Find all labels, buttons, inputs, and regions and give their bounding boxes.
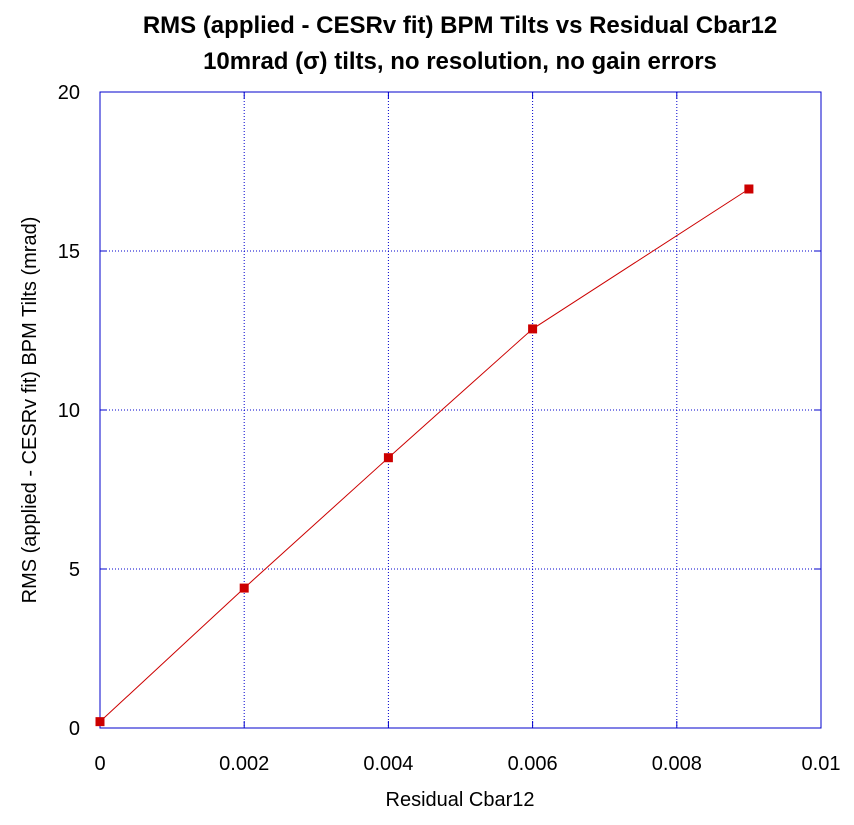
y-tick-label: 15 (58, 241, 80, 263)
x-tick-label: 0.002 (219, 753, 269, 775)
y-tick-label: 10 (58, 400, 80, 422)
data-point-marker (744, 184, 754, 194)
x-tick-label: 0.006 (508, 753, 558, 775)
series-line (99, 188, 750, 723)
x-tick-label: 0.004 (363, 753, 413, 775)
data-point-marker (383, 453, 393, 463)
x-tick-label: 0.008 (652, 753, 702, 775)
x-tick-label: 0.01 (802, 753, 841, 775)
x-axis-label: Residual Cbar12 (386, 789, 535, 811)
data-series (95, 184, 754, 727)
chart-title: RMS (applied - CESRv fit) BPM Tilts vs R… (143, 12, 777, 39)
grid-lines (100, 92, 821, 728)
y-tick-label: 0 (69, 718, 80, 740)
data-point-marker (528, 324, 538, 334)
y-tick-label: 20 (58, 82, 80, 104)
axis-ticks: 0 0.002 0.004 0.006 0.008 0.01 0 5 10 15 20 (58, 82, 841, 775)
data-point-marker (239, 583, 249, 593)
chart-subtitle: 10mrad (σ) tilts, no resolution, no gain… (203, 48, 717, 75)
y-axis-label: RMS (applied - CESRv fit) BPM Tilts (mra… (19, 217, 41, 604)
y-tick-label: 5 (69, 559, 80, 581)
x-tick-label: 0 (94, 753, 105, 775)
data-point-marker (95, 717, 105, 727)
